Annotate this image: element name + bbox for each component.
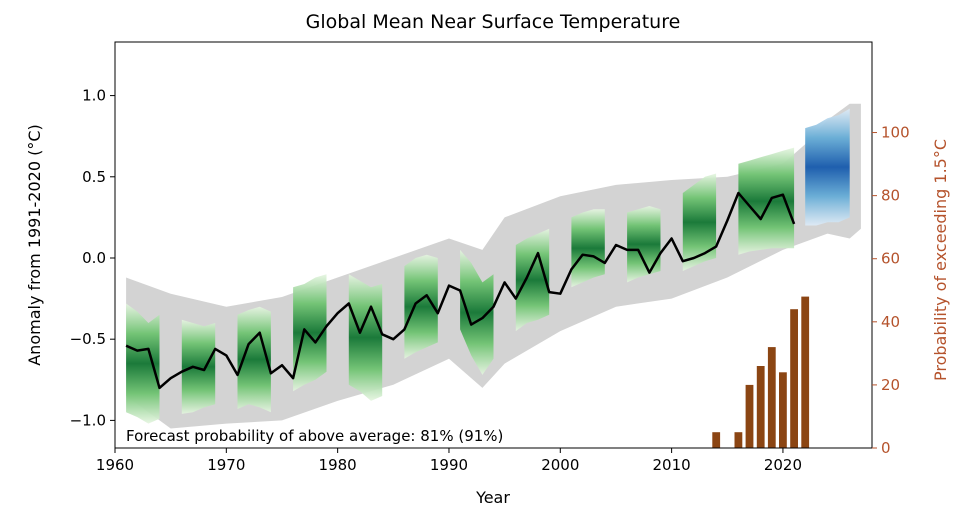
hindcast-band: [627, 206, 661, 283]
hindcast-band: [181, 319, 216, 414]
x-tick-label: 1980: [319, 456, 357, 474]
uncertainty-range-layer: [126, 103, 861, 429]
y-axis-left: −1.0 −0.5 0.0 0.5 1.0: [70, 87, 115, 429]
probability-bar: [790, 309, 798, 448]
hindcast-band: [515, 228, 550, 332]
probability-bar: [779, 372, 787, 448]
hindcast-band: [682, 173, 717, 271]
y-tick-label: −1.0: [70, 411, 106, 429]
hindcast-band: [237, 306, 271, 413]
x-tick-label: 2010: [653, 456, 691, 474]
x-axis: 1960 1970 1980 1990 2000 2010 2020: [96, 448, 802, 474]
hindcast-band: [348, 274, 383, 401]
x-tick-label: 1960: [96, 456, 134, 474]
probability-bar: [745, 384, 754, 448]
observed-line: [125, 191, 796, 390]
probability-bar-layer: [712, 296, 810, 448]
probability-bar: [801, 296, 810, 448]
y-right-tick-label: 20: [881, 376, 900, 394]
hindcast-band: [404, 254, 438, 359]
chart-title: Global Mean Near Surface Temperature: [306, 11, 681, 33]
hindcast-band: [460, 249, 494, 375]
hindcast-band: [571, 209, 605, 288]
uncertainty-range: [126, 103, 861, 429]
probability-bar: [756, 366, 765, 448]
y-tick-label: 0.0: [82, 249, 106, 267]
hindcast-band: [738, 147, 795, 255]
forecast-probability-annotation: Forecast probability of above average: 8…: [126, 427, 503, 445]
forecast-band: [805, 108, 850, 226]
y-tick-label: 1.0: [82, 87, 106, 105]
observed-line-layer: [125, 191, 796, 390]
plot-frame: [114, 41, 873, 449]
hindcast-band-layer: [126, 108, 850, 424]
y-axis-right-title: Probability of exceeding 1.5°C: [931, 139, 950, 381]
x-axis-title: Year: [475, 488, 510, 507]
y-right-tick-label: 80: [881, 187, 900, 205]
y-axis-title: Anomaly from 1991-2020 (°C): [25, 124, 44, 366]
y-right-tick-label: 40: [881, 313, 900, 331]
x-tick-label: 2000: [541, 456, 579, 474]
probability-bar: [767, 347, 776, 448]
probability-bar: [734, 432, 743, 448]
y-right-tick-label: 100: [881, 124, 910, 142]
y-axis-right: 0 20 40 60 80 100: [872, 124, 910, 457]
y-tick-label: 0.5: [82, 168, 106, 186]
x-tick-label: 1970: [207, 456, 245, 474]
x-tick-label: 1990: [430, 456, 468, 474]
x-tick-label: 2020: [764, 456, 802, 474]
probability-bar: [712, 432, 721, 448]
y-right-tick-label: 60: [881, 250, 900, 268]
hindcast-band: [126, 303, 160, 424]
y-right-tick-label: 0: [881, 439, 891, 457]
y-tick-label: −0.5: [70, 330, 106, 348]
hindcast-band: [293, 274, 327, 392]
